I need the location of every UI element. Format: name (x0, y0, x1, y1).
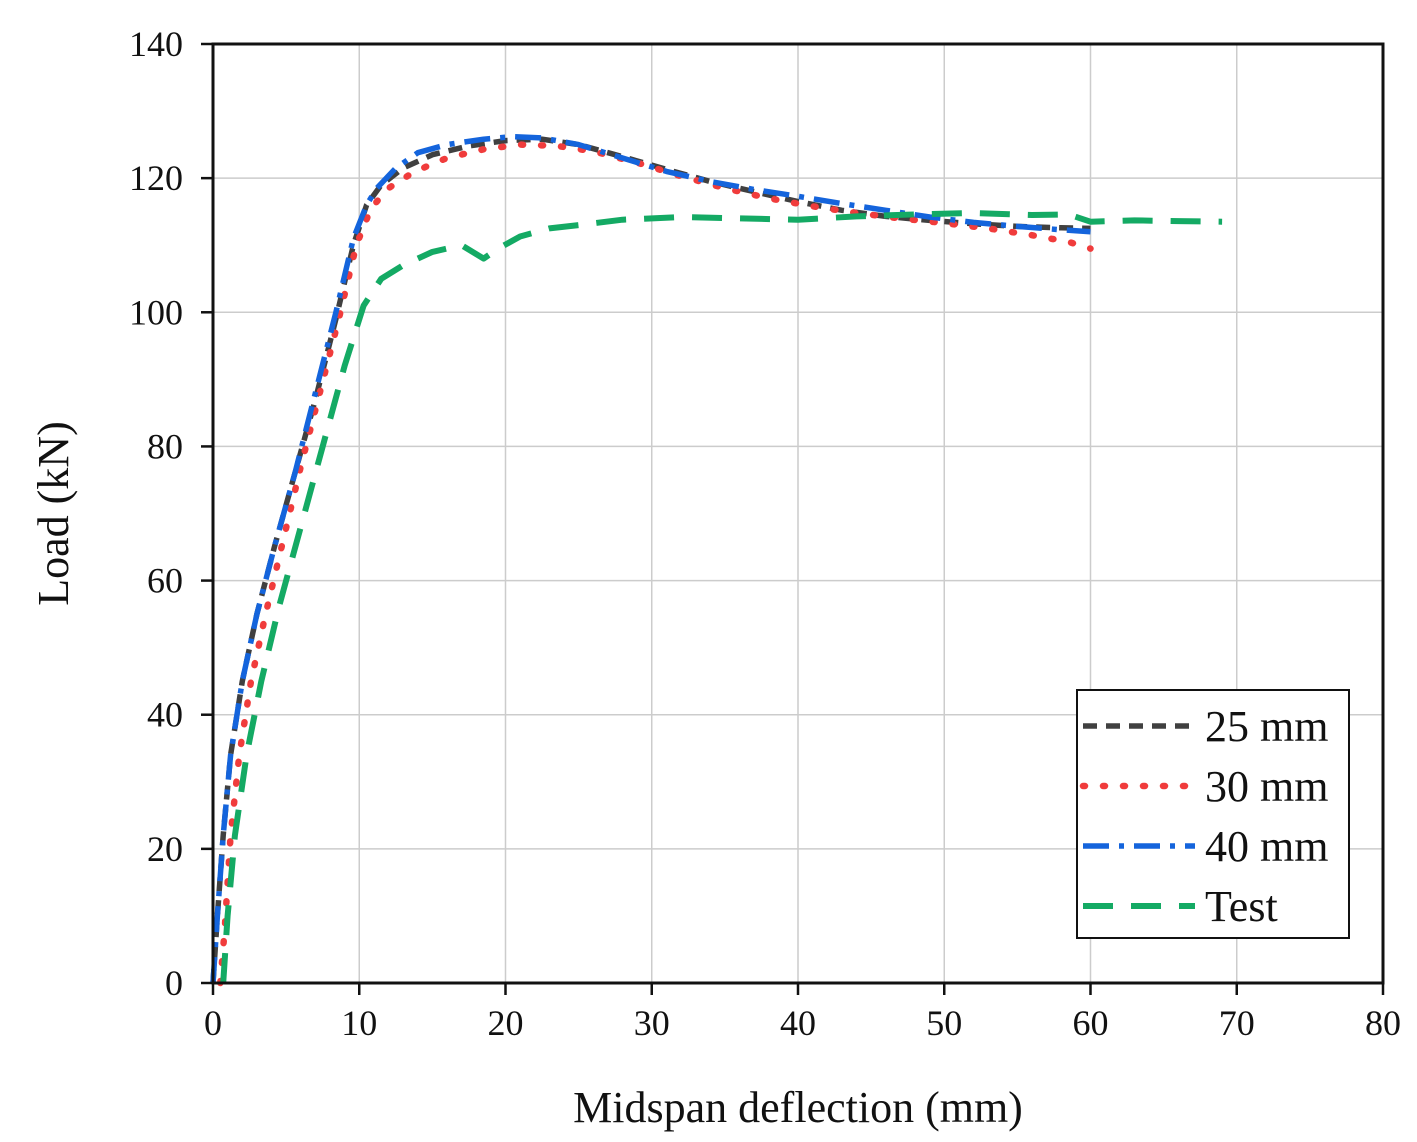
y-tick-label-4: 80 (147, 426, 183, 466)
x-tick-label-1: 10 (341, 1003, 377, 1043)
grid (213, 44, 1383, 983)
x-tick-label-3: 30 (634, 1003, 670, 1043)
series-line-30-mm (217, 141, 1094, 987)
legend-box (1076, 689, 1350, 939)
x-tick-label-4: 40 (780, 1003, 816, 1043)
legend-label-3: Test (1205, 882, 1278, 931)
x-tick-label-6: 60 (1073, 1003, 1109, 1043)
axis-ticks: 0 10 20 30 40 50 60 70 80 0 20 40 60 80 100 120 140 (129, 24, 1401, 1043)
series-line-40-mm (210, 133, 1091, 984)
x-tick-label-0: 0 (204, 1003, 222, 1043)
y-tick-label-7: 140 (129, 24, 183, 64)
x-tick-label-5: 50 (926, 1003, 962, 1043)
y-tick-label-3: 60 (147, 561, 183, 601)
y-tick-label-0: 0 (165, 963, 183, 1003)
series-group (210, 133, 1223, 987)
y-tick-label-2: 40 (147, 695, 183, 735)
legend-label-2: 40 mm (1205, 822, 1328, 871)
x-tick-label-2: 20 (488, 1003, 524, 1043)
legend-label-0: 25 mm (1205, 702, 1328, 751)
series-line-test (220, 210, 1223, 984)
y-tick-label-5: 100 (129, 292, 183, 332)
x-tick-label-8: 80 (1365, 1003, 1401, 1043)
y-axis-title: Load (kN) (29, 421, 78, 606)
x-tick-label-7: 70 (1219, 1003, 1255, 1043)
legend: 25 mm 30 mm 40 mm Test (1076, 689, 1350, 939)
x-axis-title: Midspan deflection (mm) (573, 1083, 1023, 1132)
y-tick-label-6: 120 (129, 158, 183, 198)
y-tick-label-1: 20 (147, 829, 183, 869)
legend-label-1: 30 mm (1205, 762, 1328, 811)
